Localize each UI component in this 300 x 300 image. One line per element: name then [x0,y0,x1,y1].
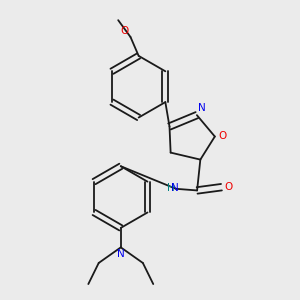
Text: O: O [121,26,129,36]
Text: O: O [224,182,232,192]
Text: N: N [199,103,206,112]
Text: N: N [117,249,125,259]
Text: O: O [218,130,226,140]
Text: N: N [171,183,178,193]
Text: H: H [167,183,175,193]
